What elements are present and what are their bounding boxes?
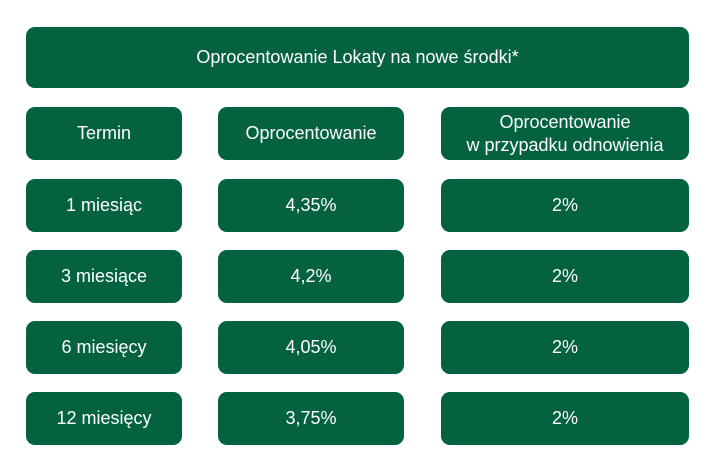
term-value: 12 miesięcy: [56, 408, 152, 428]
header-renewal-rate: Oprocentowanie w przypadku odnowienia: [441, 107, 689, 160]
term-cell: 3 miesiące: [26, 250, 182, 303]
renewal-rate-cell: 2%: [441, 392, 689, 445]
header-term: Termin: [26, 107, 182, 160]
term-value: 6 miesięcy: [61, 337, 147, 357]
renewal-rate-cell: 2%: [441, 321, 689, 374]
term-value: 1 miesiąc: [65, 195, 143, 215]
header-rate-label: Oprocentowanie: [245, 123, 377, 143]
rate-cell: 4,2%: [218, 250, 404, 303]
term-cell: 1 miesiąc: [26, 179, 182, 232]
table-title-text: Oprocentowanie Lokaty na nowe środki*: [196, 47, 519, 67]
renewal-rate-value: 2%: [551, 337, 578, 357]
rate-value: 4,2%: [290, 266, 332, 286]
rate-cell: 4,35%: [218, 179, 404, 232]
header-renewal-label-line1: Oprocentowanie: [499, 111, 631, 132]
rate-cell: 4,05%: [218, 321, 404, 374]
header-term-label: Termin: [76, 123, 131, 143]
header-renewal-label-line2: w przypadku odnowienia: [466, 134, 664, 155]
term-cell: 12 miesięcy: [26, 392, 182, 445]
renewal-rate-cell: 2%: [441, 179, 689, 232]
term-cell: 6 miesięcy: [26, 321, 182, 374]
header-rate: Oprocentowanie: [218, 107, 404, 160]
renewal-rate-value: 2%: [551, 195, 578, 215]
rate-value: 4,05%: [285, 337, 337, 357]
renewal-rate-cell: 2%: [441, 250, 689, 303]
renewal-rate-value: 2%: [551, 408, 578, 428]
rate-value: 3,75%: [285, 408, 337, 428]
renewal-rate-value: 2%: [551, 266, 578, 286]
rate-cell: 3,75%: [218, 392, 404, 445]
term-value: 3 miesiące: [60, 266, 148, 286]
table-title: Oprocentowanie Lokaty na nowe środki*: [26, 27, 689, 88]
rate-value: 4,35%: [285, 195, 337, 215]
